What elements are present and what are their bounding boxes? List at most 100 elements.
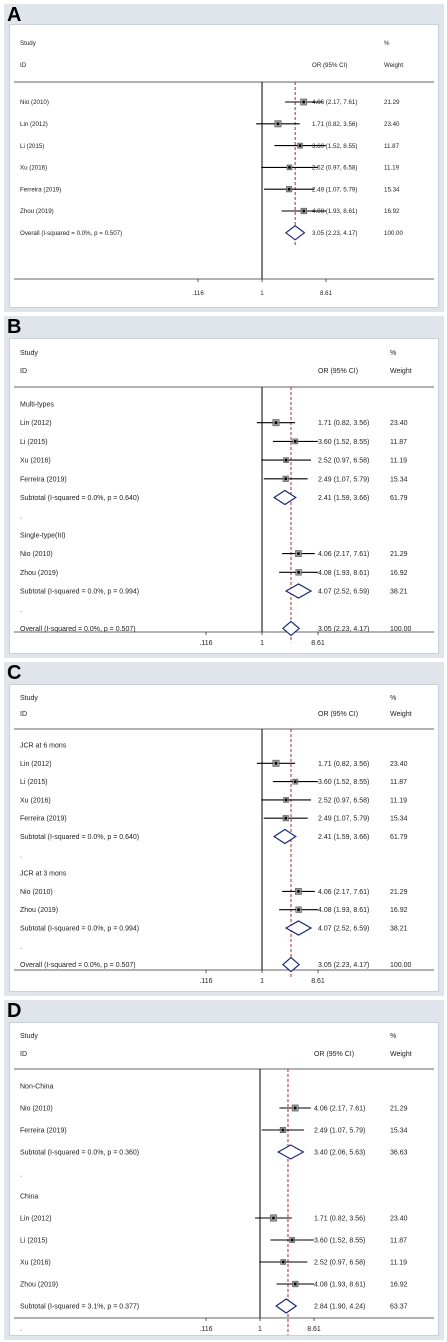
effect-ci-text: 3.60 (1.52, 8.55) xyxy=(318,439,369,446)
weight-value: 16.92 xyxy=(390,1281,408,1288)
study-label: Ferreira (2019) xyxy=(20,186,61,193)
forest-plot-svg: Study ID OR (95% CI)% Weight .116 1 8.61 Non-Ch… xyxy=(14,1033,434,1335)
subtotal-label: Subtotal (I-squared = 0.0%, p = 0.640) xyxy=(20,495,139,502)
weight-value: 61.79 xyxy=(390,495,408,502)
panel-letter: C xyxy=(7,662,22,684)
study-label: Lin (2012) xyxy=(20,1215,52,1222)
subgroup-label: Multi-types xyxy=(20,401,54,408)
overall-label: Overall (I-squared = 0.0%, p = 0.507) xyxy=(20,962,136,969)
spacer-dot: . xyxy=(20,514,22,521)
overall-label: Overall (I-squared = 0.0%, p = 0.507) xyxy=(20,230,122,237)
point-estimate xyxy=(302,100,306,104)
point-estimate xyxy=(274,421,278,425)
header-percent: % xyxy=(390,695,396,702)
point-estimate xyxy=(293,1282,297,1286)
weight-value: 15.34 xyxy=(384,186,400,193)
x-tick-label: 8.61 xyxy=(320,290,333,297)
point-estimate xyxy=(293,780,297,783)
point-estimate xyxy=(288,166,291,169)
weight-value: 23.40 xyxy=(390,1215,408,1222)
point-estimate xyxy=(281,1128,285,1132)
effect-ci-text: 3.60 (1.52, 8.55) xyxy=(314,1237,365,1244)
overall-diamond xyxy=(281,956,301,973)
panel-a: A Study ID OR (95% CI)% Weight .116 1 8.61 Nio … xyxy=(4,4,444,312)
spacer-dot: . xyxy=(20,1325,22,1332)
effect-ci-text: 4.06 (2.17, 7.61) xyxy=(318,889,369,896)
point-estimate xyxy=(272,1216,275,1220)
x-tick-label: 1 xyxy=(258,1326,262,1333)
forest-plot: Study ID OR (95% CI)% Weight .116 1 8.61 JCR at… xyxy=(9,684,439,992)
point-estimate xyxy=(276,122,280,126)
point-estimate xyxy=(297,570,300,574)
weight-value: 38.21 xyxy=(390,925,408,932)
x-tick-label: 8.61 xyxy=(311,978,325,985)
point-estimate xyxy=(281,1260,285,1264)
x-tick-label: .116 xyxy=(199,978,212,985)
header-percent: % xyxy=(390,1033,396,1040)
study-label: Lin (2012) xyxy=(20,761,52,768)
subgroup-label: Non-China xyxy=(20,1083,54,1090)
study-label: Xu (2016) xyxy=(20,797,51,804)
point-estimate xyxy=(290,1238,294,1242)
weight-value: 36.63 xyxy=(390,1149,408,1156)
forest-plot: Study ID OR (95% CI)% Weight .116 1 8.61 Multi-… xyxy=(9,338,439,654)
weight-value: 21.29 xyxy=(390,889,408,896)
effect-ci-text: 2.52 (0.97, 6.58) xyxy=(318,458,369,465)
effect-ci-text: 2.84 (1.90, 4.24) xyxy=(314,1303,365,1310)
effect-ci-text: 4.08 (1.93, 8.61) xyxy=(318,907,369,914)
effect-ci-text: 4.06 (2.17, 7.61) xyxy=(312,99,357,106)
effect-ci-text: 1.71 (0.82, 3.56) xyxy=(318,761,369,768)
subtotal-diamond xyxy=(275,1298,298,1314)
header-study: Study xyxy=(20,350,38,357)
header-id: ID xyxy=(20,711,27,718)
weight-value: 11.87 xyxy=(390,439,407,446)
study-label: Ferreira (2019) xyxy=(20,816,67,823)
x-tick-label: .116 xyxy=(199,1326,212,1333)
spacer-dot: . xyxy=(20,852,22,859)
effect-ci-text: 1.71 (0.82, 3.56) xyxy=(314,1215,365,1222)
study-label: Zhou (2019) xyxy=(20,1281,58,1288)
weight-value: 23.40 xyxy=(384,121,400,128)
subtotal-diamond xyxy=(272,828,297,845)
weight-value: 16.92 xyxy=(390,570,408,577)
weight-value: 23.40 xyxy=(390,761,408,768)
spacer-dot: . xyxy=(20,1171,22,1178)
x-tick-label: 8.61 xyxy=(311,640,325,647)
point-estimate xyxy=(293,440,297,443)
study-label: Nio (2010) xyxy=(20,889,53,896)
forest-plot: Study ID OR (95% CI)% Weight .116 1 8.61 Non-Ch… xyxy=(9,1022,439,1336)
weight-value: 16.92 xyxy=(390,907,408,914)
header-effect: OR (95% CI) xyxy=(314,1051,354,1058)
effect-ci-text: 3.05 (2.23, 4.17) xyxy=(318,962,369,969)
subtotal-label: Subtotal (I-squared = 0.0%, p = 0.640) xyxy=(20,834,139,841)
effect-ci-text: 3.05 (2.23, 4.17) xyxy=(318,626,369,633)
effect-ci-text: 4.07 (2.52, 6.59) xyxy=(318,925,369,932)
study-label: Ferreira (2019) xyxy=(20,476,67,483)
subgroup-label: JCR at 6 mons xyxy=(20,742,67,749)
weight-value: 11.87 xyxy=(384,143,400,150)
weight-value: 16.92 xyxy=(384,208,400,215)
panel-letter: D xyxy=(7,1000,22,1022)
effect-ci-text: 2.49 (1.07, 5.79) xyxy=(318,816,369,823)
header-percent: % xyxy=(384,40,390,47)
subtotal-diamond xyxy=(284,920,313,936)
subtotal-label: Subtotal (I-squared = 0.0%, p = 0.994) xyxy=(20,588,139,595)
point-estimate xyxy=(297,552,300,555)
point-estimate xyxy=(284,816,288,820)
effect-ci-text: 4.08 (1.93, 8.61) xyxy=(314,1281,365,1288)
weight-value: 100.00 xyxy=(390,626,412,633)
effect-ci-text: 2.52 (0.97, 6.58) xyxy=(318,797,369,804)
point-estimate xyxy=(287,187,291,191)
subtotal-label: Subtotal (I-squared = 3.1%, p = 0.377) xyxy=(20,1303,139,1310)
study-label: Nio (2010) xyxy=(20,99,49,106)
header-study: Study xyxy=(20,1033,38,1040)
subtotal-label: Subtotal (I-squared = 0.0%, p = 0.360) xyxy=(20,1149,139,1156)
weight-value: 15.34 xyxy=(390,816,408,823)
forest-plot-svg: Study ID OR (95% CI)% Weight .116 1 8.61 Nio (2… xyxy=(14,40,434,297)
forest-plot-svg: Study ID OR (95% CI)% Weight .116 1 8.61 Multi-… xyxy=(14,350,434,647)
subtotal-label: Subtotal (I-squared = 0.0%, p = 0.994) xyxy=(20,925,139,932)
weight-value: 11.87 xyxy=(390,1237,407,1244)
panel-c: C Study ID OR (95% CI)% Weight .116 1 8.61 JCR … xyxy=(4,662,444,996)
effect-ci-text: 2.52 (0.97, 6.58) xyxy=(312,165,357,172)
weight-value: 21.29 xyxy=(390,551,408,558)
